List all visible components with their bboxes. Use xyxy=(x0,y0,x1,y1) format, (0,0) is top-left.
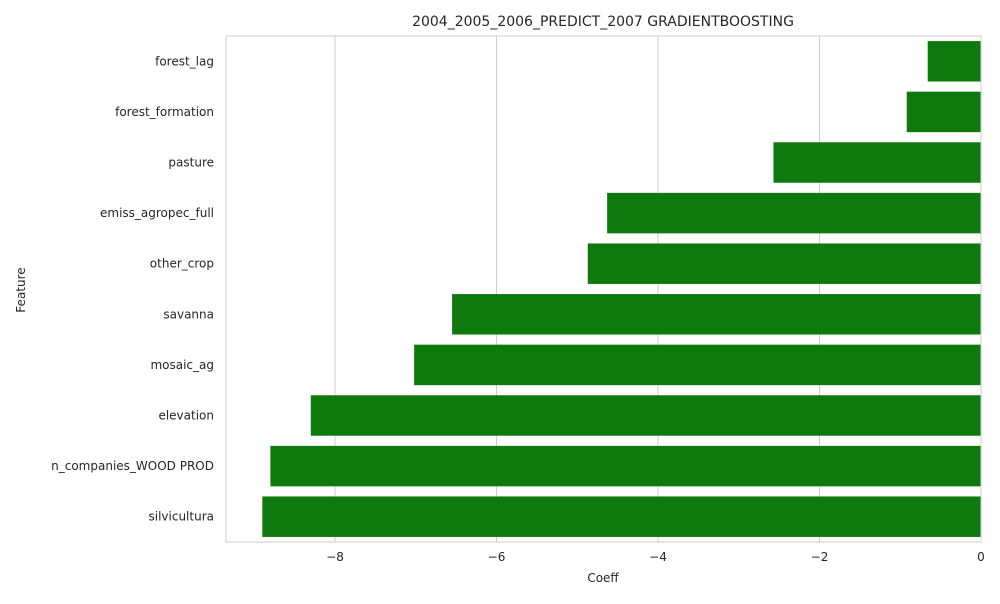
chart-title: 2004_2005_2006_PREDICT_2007 GRADIENTBOOS… xyxy=(412,14,794,30)
bar xyxy=(310,395,981,436)
x-axis-label: Coeff xyxy=(587,571,619,585)
y-tick-label: emiss_agropec_full xyxy=(100,206,214,220)
bar xyxy=(773,142,981,183)
x-tick-label: 0 xyxy=(977,550,985,564)
bar xyxy=(927,41,981,82)
bar xyxy=(262,496,981,537)
y-tick-label: other_crop xyxy=(150,257,214,271)
y-tick-label: forest_lag xyxy=(155,54,214,68)
x-tick-label: −4 xyxy=(649,550,667,564)
bar xyxy=(414,344,981,386)
bar xyxy=(452,294,981,335)
y-tick-label: silvicultura xyxy=(149,510,215,524)
bars xyxy=(262,41,982,537)
y-axis-label: Feature xyxy=(14,267,28,312)
y-tick-label: savanna xyxy=(163,307,214,321)
x-tick-label: −6 xyxy=(488,550,506,564)
bar xyxy=(270,445,982,487)
y-tick-label: elevation xyxy=(158,409,214,423)
plot-frame xyxy=(225,35,982,543)
y-tick-label: forest_formation xyxy=(115,105,214,119)
x-tick-label: −8 xyxy=(326,550,344,564)
bar xyxy=(906,91,981,133)
axes: −8 −6 −4 −2 0 forest_lag forest_formationpastu… xyxy=(51,35,985,564)
bar xyxy=(587,243,981,284)
x-tick-label: −2 xyxy=(811,550,829,564)
y-tick-label: mosaic_ag xyxy=(150,358,214,372)
y-tick-label: pasture xyxy=(168,156,214,170)
y-tick-label: n_companies_WOOD PROD xyxy=(51,459,214,473)
bar xyxy=(607,192,981,234)
